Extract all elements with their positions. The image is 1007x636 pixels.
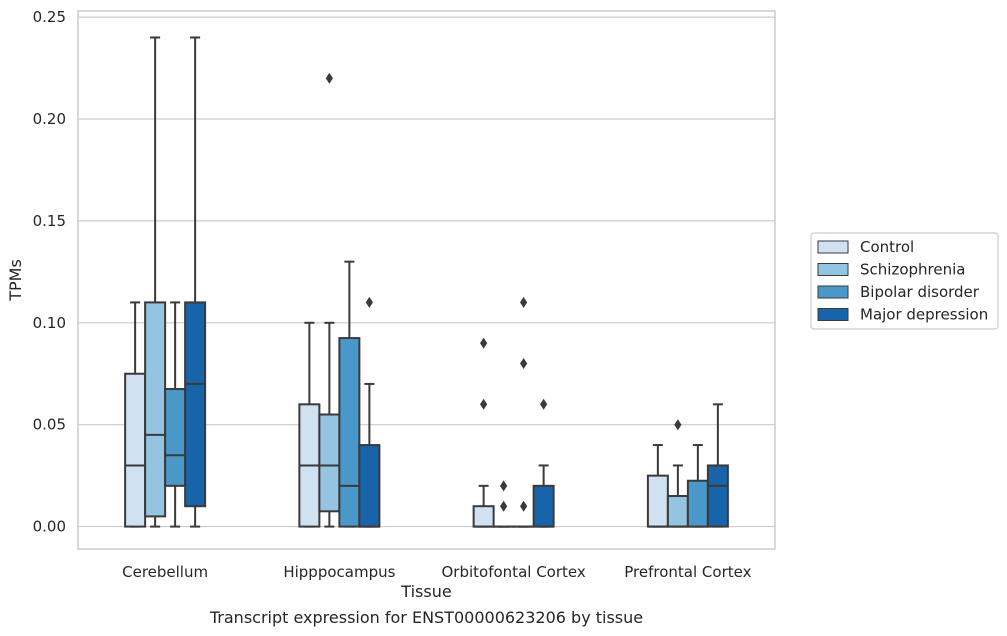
box-0-0 xyxy=(124,301,147,528)
box-1-0 xyxy=(298,321,321,528)
box-iqr xyxy=(124,372,147,528)
legend-label: Schizophrenia xyxy=(860,261,965,279)
y-tick-label: 0.00 xyxy=(33,518,66,536)
box-1-3 xyxy=(358,296,381,528)
legend-swatch xyxy=(817,240,849,254)
box-3-2 xyxy=(686,444,709,528)
outlier-point xyxy=(480,337,488,349)
box-2-3 xyxy=(532,398,555,528)
box-iqr xyxy=(318,413,341,513)
box-2-0 xyxy=(472,337,495,528)
box-3-1 xyxy=(666,419,689,528)
box-iqr xyxy=(646,474,669,528)
legend-swatch xyxy=(817,308,849,321)
y-tick-label: 0.05 xyxy=(33,416,66,434)
legend-swatch xyxy=(817,263,849,276)
box-iqr xyxy=(164,388,187,487)
box-0-2 xyxy=(164,301,187,528)
x-tick-label: Cerebellum xyxy=(122,563,208,581)
x-axis-ticks: Cerebellum Hipppocampus Orbitofontal Corte… xyxy=(122,563,751,581)
legend-label: Bipolar disorder xyxy=(860,283,980,301)
box-iqr xyxy=(338,337,361,528)
outlier-point xyxy=(500,480,508,492)
outlier-point xyxy=(520,500,528,512)
box-2-2 xyxy=(512,296,535,528)
y-tick-label: 0.15 xyxy=(33,212,66,230)
box-3-0 xyxy=(646,444,669,528)
y-axis-label: TPMs xyxy=(6,259,25,302)
box-1-2 xyxy=(338,260,361,528)
box-plot-area xyxy=(124,36,729,528)
outlier-point xyxy=(365,296,373,308)
box-1-1 xyxy=(318,72,341,528)
x-axis-label: Tissue xyxy=(400,582,451,601)
outlier-point xyxy=(325,72,333,84)
y-tick-label: 0.10 xyxy=(33,314,66,332)
box-iqr xyxy=(358,444,381,528)
legend: Control Schizophrenia Bipolar disorder Majo… xyxy=(810,232,999,330)
outlier-point xyxy=(520,358,528,370)
outlier-point xyxy=(520,296,528,308)
y-axis-ticks: 0.00 0.05 0.10 0.15 0.20 0.25 xyxy=(33,8,66,535)
box-3-3 xyxy=(706,403,729,528)
outlier-point xyxy=(480,398,488,410)
x-tick-label: Orbitofontal Cortex xyxy=(442,563,586,581)
box-iqr xyxy=(472,505,495,528)
legend-box xyxy=(810,232,999,330)
box-0-3 xyxy=(184,36,207,528)
chart-caption: Transcript expression for ENST0000062320… xyxy=(209,608,643,627)
x-tick-label: Prefrontal Cortex xyxy=(624,563,751,581)
box-iqr xyxy=(706,464,729,528)
legend-swatch xyxy=(817,285,849,299)
box-iqr xyxy=(184,301,207,508)
outlier-point xyxy=(674,419,682,431)
box-iqr xyxy=(532,484,555,528)
legend-label: Control xyxy=(860,238,914,256)
outlier-point xyxy=(500,500,508,512)
box-iqr xyxy=(666,495,689,528)
y-tick-label: 0.20 xyxy=(33,110,66,128)
box-iqr xyxy=(686,479,709,528)
plot-frame xyxy=(77,10,776,550)
box-0-1 xyxy=(144,36,167,528)
box-iqr xyxy=(144,301,167,518)
outlier-point xyxy=(540,398,548,410)
y-tick-label: 0.25 xyxy=(33,8,66,26)
x-tick-label: Hipppocampus xyxy=(283,563,395,581)
box-2-1 xyxy=(492,480,515,528)
legend-label: Major depression xyxy=(860,306,988,324)
